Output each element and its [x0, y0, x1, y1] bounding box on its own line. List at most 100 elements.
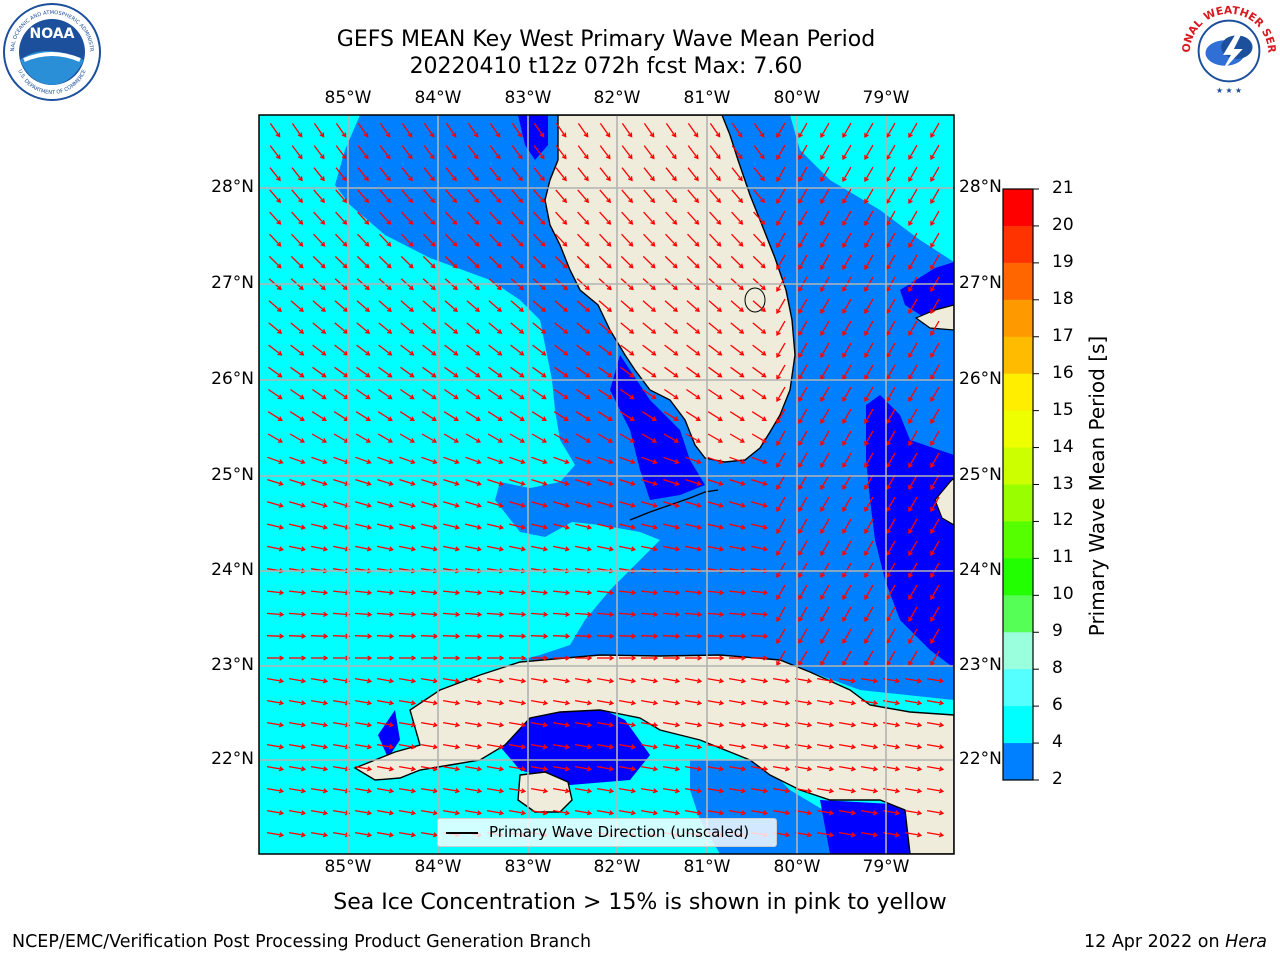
wave-arrow-head [850, 810, 857, 816]
wave-arrow-head [798, 264, 803, 270]
wave-arrow [618, 743, 636, 749]
wave-arrow-head [695, 307, 700, 313]
wave-arrow [820, 320, 830, 336]
wave-arrow [596, 699, 614, 705]
wave-arrow [488, 366, 502, 378]
wave-arrow-head [542, 546, 549, 552]
wave-arrow-head [518, 263, 524, 269]
wave-arrow [864, 386, 874, 402]
wave-arrow-head [916, 766, 923, 772]
wave-arrow-head [455, 655, 461, 661]
wave-arrow [467, 189, 479, 203]
wave-arrow-head [476, 459, 482, 465]
wave-arrow-head [518, 198, 524, 204]
wave-arrow [776, 584, 786, 600]
wave-arrow [335, 189, 347, 203]
wave-arrow-head [886, 528, 891, 534]
wave-arrow [509, 523, 525, 529]
wave-arrow-head [320, 285, 326, 291]
wave-arrow-head [563, 329, 569, 334]
wave-arrow [598, 322, 612, 334]
wave-arrow [776, 628, 786, 644]
wave-arrow-head [278, 766, 285, 772]
wave-arrow [291, 233, 303, 247]
wave-arrow [445, 123, 457, 137]
wave-arrow [267, 456, 283, 464]
wave-arrow [908, 298, 918, 314]
wave-arrow-head [520, 546, 527, 552]
colorbar-band [1003, 189, 1033, 227]
wave-arrow [334, 255, 348, 269]
wave-arrow [509, 545, 525, 551]
wave-arrow-head [319, 132, 325, 138]
wave-arrow-head [864, 440, 869, 446]
colorbar-band [1003, 484, 1033, 522]
wave-arrow-head [320, 198, 326, 204]
wave-arrow-head [454, 524, 461, 530]
wave-arrow-head [675, 633, 681, 639]
wave-arrow [798, 342, 808, 358]
wave-arrow [554, 366, 568, 378]
wave-arrow [842, 320, 852, 336]
wave-arrow-head [496, 241, 502, 247]
wave-arrow-head [718, 744, 725, 750]
wave-arrow-head [343, 307, 348, 313]
ocean-2-4s-north [518, 115, 548, 160]
wave-arrow [508, 699, 526, 705]
wave-arrow-head [894, 810, 901, 816]
wave-arrow [707, 433, 723, 443]
wave-arrow [487, 433, 503, 443]
wave-arrow-head [653, 633, 659, 639]
wave-arrow-head [498, 722, 505, 728]
wave-arrow-head [540, 263, 546, 269]
wave-arrow-head [586, 788, 593, 794]
wave-arrow [486, 743, 504, 749]
wave-arrow-head [629, 372, 635, 378]
wave-arrow-head [300, 678, 307, 684]
wave-arrow-head [498, 810, 505, 816]
wave-arrow-head [498, 744, 505, 750]
wave-arrow-head [320, 241, 326, 247]
wave-arrow [465, 523, 481, 529]
lon-label-84w: 84°W [414, 857, 462, 877]
wave-arrow-head [342, 241, 348, 247]
wave-arrow [576, 366, 590, 378]
wave-arrow-head [718, 459, 724, 465]
wave-arrow-head [476, 744, 483, 750]
wave-arrow-head [908, 308, 913, 314]
wave-arrow-head [696, 524, 703, 530]
wave-arrow-head [908, 220, 913, 226]
wave-arrow-head [411, 633, 417, 639]
wave-arrow-head [300, 722, 307, 728]
wave-arrow-head [429, 154, 435, 160]
wave-arrow-head [776, 374, 781, 380]
wave-arrow [288, 765, 306, 771]
wave-arrow-head [431, 329, 437, 334]
wave-arrow-head [583, 154, 589, 160]
wave-arrow-head [608, 788, 615, 794]
wave-arrow-head [609, 633, 615, 639]
wave-arrow [290, 366, 304, 378]
wave-arrow [356, 255, 370, 269]
wave-arrow-head [776, 154, 781, 160]
wave-arrow [731, 211, 743, 225]
wave-arrow [820, 628, 830, 644]
wave-arrow [842, 540, 852, 556]
wave-arrow [443, 456, 459, 464]
wave-arrow-head [279, 655, 285, 661]
wave-arrow [904, 743, 922, 749]
wave-arrow [332, 787, 350, 793]
wave-arrow-head [431, 416, 437, 421]
wave-arrow [798, 408, 808, 424]
wave-arrow [530, 743, 548, 749]
wave-arrow-head [938, 722, 945, 728]
wave-arrow [487, 478, 503, 486]
wave-arrow [728, 612, 746, 616]
wave-arrow-head [388, 744, 395, 750]
wave-arrow-head [798, 374, 803, 380]
wave-arrow [599, 189, 611, 203]
wave-arrow-head [408, 219, 414, 225]
wave-arrow [708, 255, 722, 269]
wave-arrow [842, 518, 852, 534]
wave-arrow [532, 322, 546, 334]
